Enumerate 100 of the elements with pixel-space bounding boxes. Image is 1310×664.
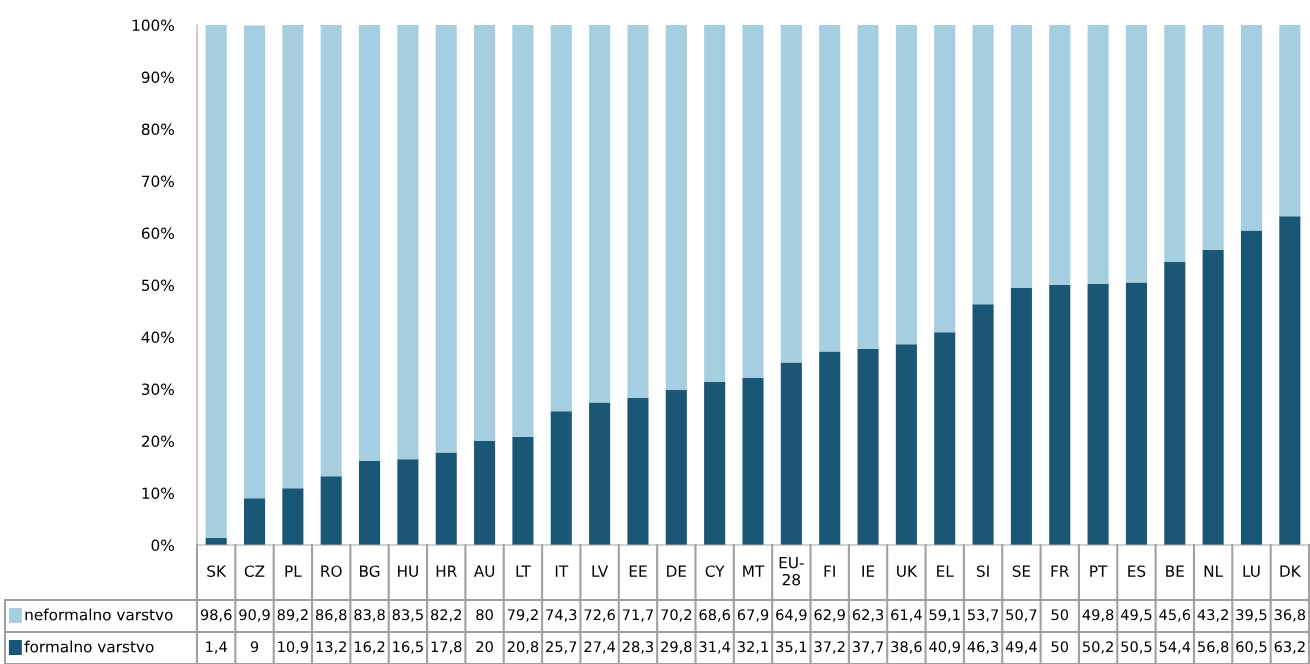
data-label: 63,2	[1274, 641, 1305, 654]
data-label: 20,8	[507, 641, 539, 654]
legend-label: neformalno varstvo	[25, 608, 173, 621]
x-tick-label: BE	[1166, 565, 1184, 577]
data-label: 64,9	[776, 609, 807, 622]
data-label: 10,9	[278, 641, 309, 654]
data-label: 50,5	[1121, 641, 1152, 654]
data-label: 61,4	[891, 609, 922, 622]
data-label: 62,9	[814, 609, 845, 622]
x-tick-label: SK	[207, 565, 227, 577]
bar	[857, 348, 879, 545]
y-tick-label: 0%	[151, 539, 174, 552]
bar	[665, 25, 687, 391]
bar	[1087, 283, 1109, 545]
x-tick-label: FR	[1051, 565, 1070, 577]
bar	[435, 25, 457, 453]
data-label: 89,2	[277, 609, 308, 622]
data-label: 90,9	[239, 609, 270, 622]
bar	[1164, 262, 1186, 545]
x-tick-label: DE	[667, 565, 687, 577]
bar	[1164, 25, 1186, 263]
x-tick-label: SI	[976, 565, 989, 577]
bar	[1202, 25, 1224, 250]
data-label: 50,2	[1082, 641, 1113, 654]
legend-label: formalno varstvo	[24, 640, 154, 653]
x-tick-label: DK	[1280, 565, 1302, 577]
data-label: 25,7	[546, 641, 577, 654]
y-tick-label: 60%	[141, 227, 174, 240]
bar	[1049, 25, 1071, 285]
bar	[397, 25, 419, 460]
bar	[320, 25, 342, 477]
bar	[704, 25, 726, 382]
y-tick-label: 30%	[141, 383, 174, 396]
bar	[589, 25, 611, 403]
data-label: 29,8	[661, 641, 692, 654]
bar	[474, 25, 496, 441]
y-tick-label: 50%	[142, 279, 174, 292]
data-label: 28,3	[622, 641, 654, 654]
bar	[1240, 230, 1263, 545]
x-tick-label: IT	[555, 565, 569, 577]
data-label: 70,2	[661, 609, 692, 622]
data-label: 35,1	[776, 641, 807, 654]
bar	[282, 25, 304, 489]
bar	[1125, 282, 1147, 545]
data-label: 17,8	[431, 641, 462, 654]
bar	[857, 25, 879, 349]
data-label: 62,3	[852, 609, 884, 622]
bar	[895, 344, 917, 545]
data-label: 83,5	[392, 609, 423, 622]
y-tick-label: 70%	[142, 175, 174, 188]
bar	[1010, 25, 1032, 289]
x-tick-label: SE	[1012, 565, 1031, 577]
x-tick-label: EE	[629, 565, 647, 577]
data-label: 31,4	[699, 641, 731, 654]
data-label: 27,4	[584, 641, 616, 654]
bar	[320, 476, 342, 545]
bar	[780, 25, 802, 363]
x-tick-label: IE	[862, 565, 875, 577]
bar	[704, 381, 726, 545]
data-label: 50,7	[1006, 609, 1037, 622]
x-tick-label: ES	[1128, 565, 1146, 577]
bar	[435, 452, 457, 545]
data-label: 50	[1051, 609, 1069, 621]
data-label: 80	[476, 609, 493, 621]
data-label: 49,8	[1082, 609, 1114, 622]
x-tick-label: NL	[1204, 565, 1224, 577]
x-tick-label: CY	[705, 565, 725, 577]
bar	[243, 498, 266, 545]
data-label: 43,2	[1197, 609, 1228, 622]
data-label: 46,3	[967, 641, 999, 654]
data-label: 45,6	[1159, 609, 1191, 622]
data-label: 98,6	[200, 609, 232, 622]
bar	[627, 25, 649, 398]
data-label: 67,9	[737, 609, 769, 622]
y-tick-label: 20%	[141, 435, 174, 448]
bar	[550, 411, 572, 545]
bar	[205, 25, 227, 538]
data-label: 38,6	[891, 641, 922, 654]
bar	[1010, 288, 1032, 545]
data-label: 49,4	[1005, 641, 1037, 654]
bar	[1240, 25, 1263, 231]
bar	[1125, 25, 1147, 283]
data-label: 72,6	[584, 609, 615, 622]
data-label: 1,4	[206, 641, 227, 654]
bar	[397, 459, 419, 545]
data-label: 49,5	[1120, 609, 1152, 622]
bar	[819, 25, 841, 352]
x-tick-label: UK	[897, 565, 918, 577]
bar	[474, 441, 496, 545]
data-label: 86,8	[315, 609, 347, 622]
x-tick-label: PL	[285, 565, 302, 577]
bar	[359, 25, 381, 461]
x-tick-label: EL	[937, 565, 954, 577]
data-label: 56,8	[1198, 641, 1229, 654]
x-tick-label: LU	[1243, 565, 1260, 577]
data-label: 60,5	[1236, 641, 1267, 654]
bar	[243, 25, 266, 499]
data-label: 36,8	[1274, 609, 1306, 622]
data-label: 32,1	[737, 641, 768, 654]
bar	[282, 488, 304, 545]
